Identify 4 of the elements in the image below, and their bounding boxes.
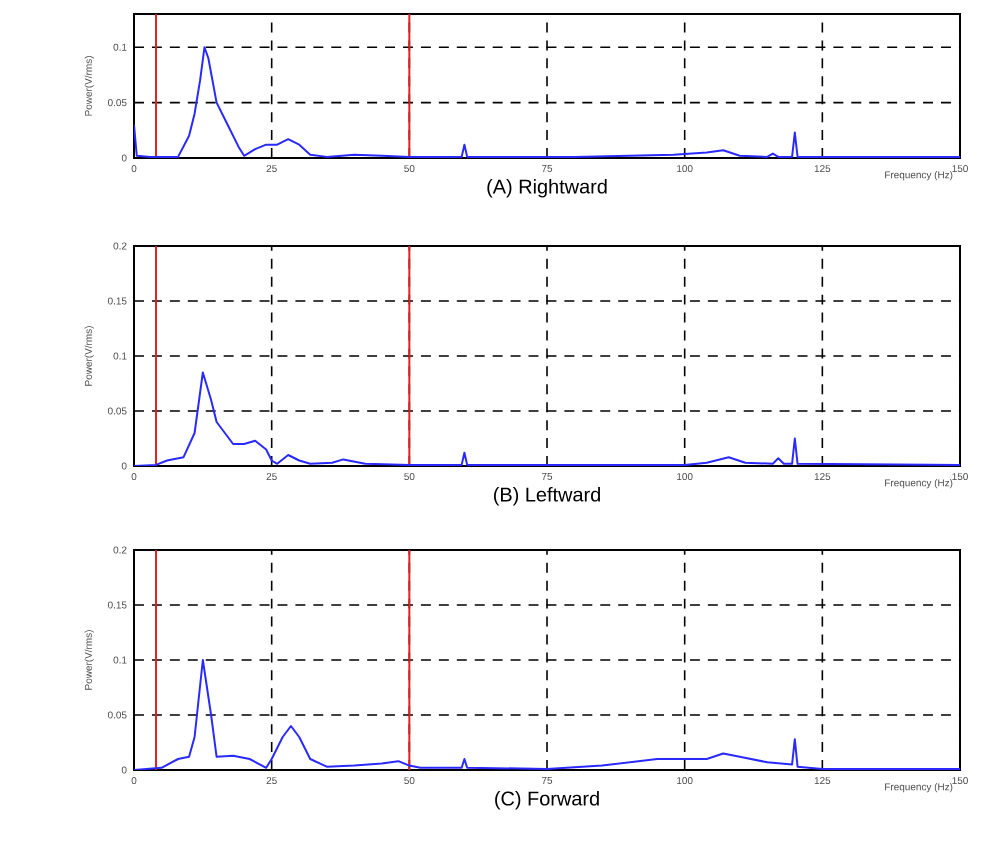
text: (A) Rightward — [487, 178, 607, 198]
line-series — [134, 371, 961, 466]
text: (C) Forward — [495, 790, 599, 810]
text: (B) Leftward — [494, 486, 600, 506]
